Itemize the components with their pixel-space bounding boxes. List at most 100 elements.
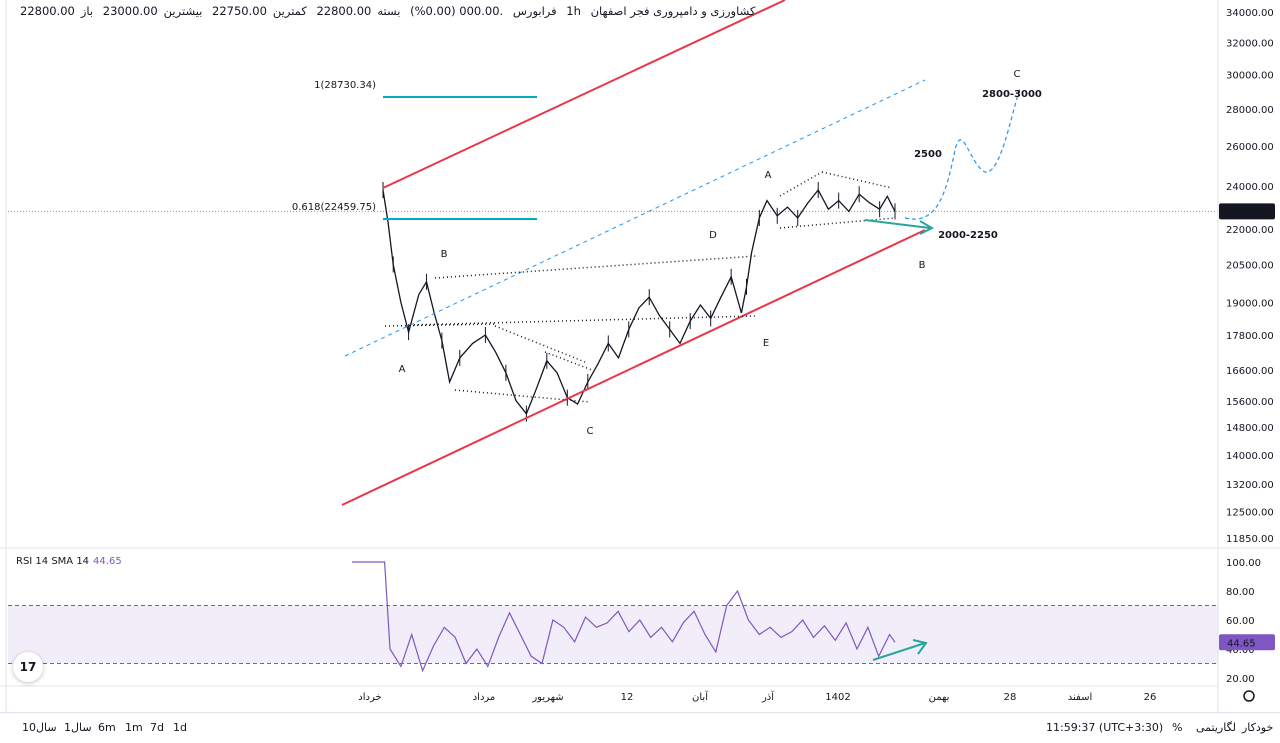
fib-level-label: 1(28730.34) (314, 80, 376, 91)
range-1m-button[interactable]: 1m (125, 721, 143, 734)
price-tick-label: 22000.00 (1226, 225, 1274, 236)
axes: 34000.00 32000.00 30000.00 28000.00 26000.00… (0, 0, 1280, 712)
pattern-dotted-line (544, 351, 593, 371)
wave-label: C (587, 426, 594, 437)
price-badge (1219, 203, 1275, 220)
price-tick-label: 24000.00 (1226, 182, 1274, 193)
high-value: 23000.00 (102, 4, 158, 18)
time-tick-label: مرداد (473, 692, 496, 703)
target-annotation: 2500 (914, 149, 942, 160)
time-tick-label: 26 (1144, 692, 1157, 703)
bottom-toolbar: 10سال 1سال 6m 1m 7d 1d 11:59:37 (UTC+3:3… (0, 712, 1280, 743)
rsi-tick-label: 60.00 (1226, 616, 1255, 627)
price-tick-label: 13200.00 (1226, 480, 1274, 491)
rsi-title: RSI 14 SMA 14 (16, 556, 90, 567)
channel-mid-line (344, 79, 926, 357)
time-tick-label: 1402 (825, 692, 850, 703)
time-tick-label: 28 (1004, 692, 1017, 703)
pattern-dotted-line (779, 171, 823, 197)
price-badge-text: 22800.00 (1223, 207, 1271, 218)
pattern-dotted-line (779, 217, 896, 229)
pattern-dotted-line (454, 389, 591, 403)
change-value: .000.00 (0.00%) (410, 4, 504, 18)
price-tick-label: 28000.00 (1226, 105, 1274, 116)
wave-label: D (709, 230, 717, 241)
wave-label: A (399, 364, 406, 375)
pattern-dotted-line (384, 323, 496, 327)
price-tick-label: 11850.00 (1226, 534, 1274, 545)
rsi-pane (8, 561, 1218, 673)
wave-label: C (1014, 69, 1021, 80)
close-label: بسته (377, 4, 401, 18)
wave-label: E (763, 338, 769, 349)
close-value: 22800.00 (316, 4, 372, 18)
price-tick-label: 16600.00 (1226, 366, 1274, 377)
price-tick-label: 30000.00 (1226, 70, 1274, 81)
time-tick-label: بهمن (929, 692, 950, 703)
price-tick-label: 17800.00 (1226, 331, 1274, 342)
rsi-tick-label: 80.00 (1226, 587, 1255, 598)
rsi-tick-label: 100.00 (1226, 558, 1261, 569)
price-tick-label: 14800.00 (1226, 423, 1274, 434)
price-series (382, 188, 896, 416)
log-toggle[interactable]: لگاریتمی (1196, 721, 1236, 734)
time-tick-label: آذر (761, 690, 775, 703)
interval[interactable]: 1h (566, 4, 581, 18)
price-tick-label: 32000.00 (1226, 38, 1274, 49)
projection-path (904, 87, 1021, 220)
price-tick-label: 19000.00 (1226, 298, 1274, 309)
rsi-badge-text: 44.65 (1227, 638, 1256, 649)
wave-label: A (765, 170, 772, 181)
price-tick-label: 20500.00 (1226, 260, 1274, 271)
auto-toggle[interactable]: خودکار (1242, 721, 1274, 734)
pattern-dotted-line (409, 315, 756, 326)
price-tick-label: 14000.00 (1226, 451, 1274, 462)
rsi-tick-label: 40.00 (1226, 645, 1255, 656)
open-label: باز (80, 4, 94, 18)
open-value: 22800.00 (20, 4, 75, 18)
rsi-legend[interactable]: RSI 14 SMA 14 44.65 (16, 556, 122, 567)
pattern-dotted-line (494, 325, 586, 363)
rsi-tick-label: 20.00 (1226, 674, 1255, 685)
time-tick-label: 12 (621, 692, 634, 703)
target-annotation: 2800-3000 (982, 89, 1042, 100)
range-10y-button[interactable]: 10سال (22, 721, 57, 734)
low-value: 22750.00 (212, 4, 267, 18)
rsi-band (8, 605, 1218, 664)
fib-level-label: 0.618(22459.75) (292, 202, 376, 213)
price-tick-label: 15600.00 (1226, 397, 1274, 408)
low-label: کمترین (272, 4, 307, 18)
range-1d-button[interactable]: 1d (173, 721, 187, 734)
range-1y-button[interactable]: 1سال (64, 721, 92, 734)
wave-label: B (919, 260, 926, 271)
symbol-name[interactable]: کشاورزی و دامپروری فجر اصفهان (590, 4, 756, 18)
tradingview-logo[interactable]: 17 (13, 652, 43, 682)
channel-lower-line (341, 229, 926, 506)
pattern-dotted-line (434, 255, 757, 279)
rsi-value: 44.65 (93, 556, 122, 567)
rsi-series (352, 561, 896, 673)
time-tick-label: خرداد (358, 692, 381, 703)
rsi-arrow (872, 639, 928, 661)
price-arrow (864, 219, 935, 235)
range-7d-button[interactable]: 7d (150, 721, 164, 734)
settings-gear-icon (1243, 690, 1255, 702)
rsi-badge (1219, 634, 1275, 651)
time-tick-label: شهریور (531, 692, 563, 703)
exchange: فرابورس (512, 4, 557, 18)
time-tick-label: اسفند (1068, 692, 1092, 703)
logo-text: 17 (19, 660, 37, 674)
clock-timezone[interactable]: 11:59:37 (UTC+3:30) (1046, 721, 1164, 734)
wave-label: B (441, 249, 448, 260)
time-tick-label: آبان (692, 690, 709, 703)
drawings-overlay: 1(28730.34) 0.618(22459.75) B A C D E A B C 2500 28… (292, 0, 1042, 661)
pattern-dotted-line (821, 171, 893, 189)
high-label: بیشترین (163, 4, 203, 18)
range-6m-button[interactable]: 6m (98, 721, 116, 734)
channel-upper-line (382, 0, 786, 189)
price-pane (8, 181, 1218, 422)
percent-toggle[interactable]: % (1172, 721, 1183, 734)
price-tick-label: 26000.00 (1226, 142, 1274, 153)
price-tick-label: 12500.00 (1226, 507, 1274, 518)
